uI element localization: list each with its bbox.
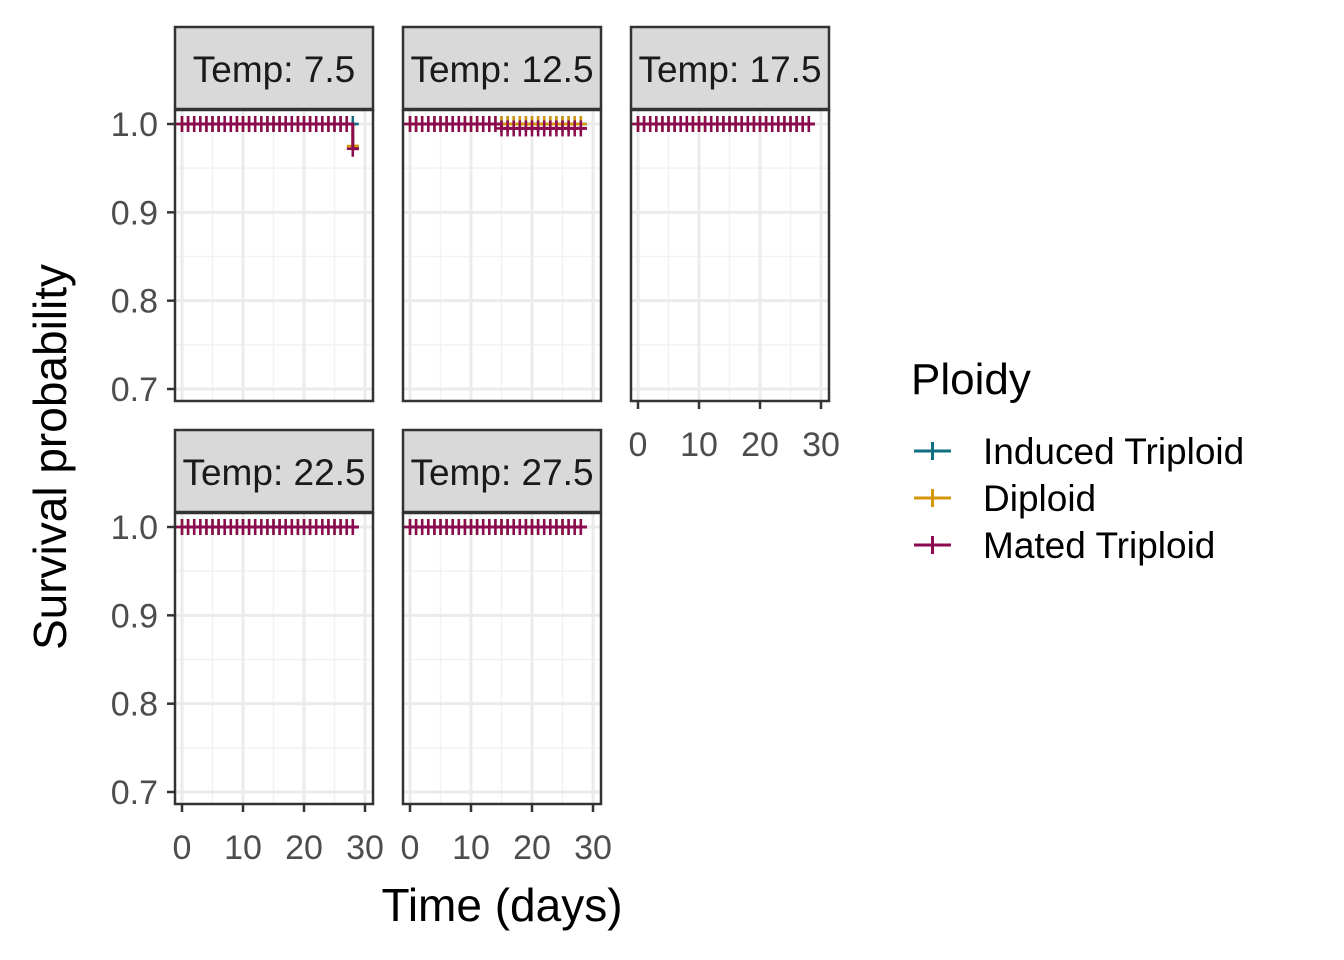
legend-item: Diploid	[914, 478, 1096, 519]
censor-mark	[489, 116, 502, 132]
legend-title: Ploidy	[911, 355, 1031, 404]
strip-background	[401, 428, 603, 514]
x-tick-label: 10	[224, 829, 262, 867]
x-tick-label: 10	[452, 829, 490, 867]
x-tick-label: 0	[401, 829, 420, 867]
censor-mark	[346, 519, 359, 535]
y-tick-label: 0.9	[111, 597, 158, 635]
legend-label: Mated Triploid	[983, 525, 1215, 566]
censor-mark	[340, 116, 353, 132]
legend-label: Diploid	[983, 478, 1096, 519]
x-tick-label: 30	[346, 829, 384, 867]
facet-panel: Temp: 17.5 0 10 20 30	[629, 25, 840, 464]
x-tick-label: 30	[574, 829, 612, 867]
strip-label: Temp: 22.5	[182, 452, 365, 493]
facet-strip: Temp: 17.5	[629, 25, 831, 111]
legend-label: Induced Triploid	[983, 431, 1244, 472]
y-tick-label: 0.7	[111, 774, 158, 812]
facet-panel: Temp: 7.5 0.7 0.8 0.9 1.0	[111, 25, 375, 409]
strip-label: Temp: 27.5	[410, 452, 593, 493]
facet-strip: Temp: 22.5	[173, 428, 375, 514]
x-tick-label: 10	[680, 426, 718, 464]
strip-background	[401, 25, 603, 111]
facet-panel: Temp: 22.5 0.7 0.8 0.9 1.0 0 10 20 30	[111, 428, 384, 867]
strip-label: Temp: 7.5	[193, 49, 355, 90]
y-tick-label: 0.8	[111, 686, 158, 724]
legend: Ploidy Induced Triploid Diploid Mated Trip…	[911, 355, 1244, 566]
x-tick-label: 0	[173, 829, 192, 867]
legend-items: Induced Triploid Diploid Mated Triploid	[914, 431, 1244, 566]
x-tick-label: 0	[629, 426, 648, 464]
facet-strip: Temp: 12.5	[401, 25, 603, 111]
y-tick-label: 0.8	[111, 283, 158, 321]
facet-panels: Temp: 7.5 0.7 0.8 0.9 1.0 Temp: 12.5 Temp: 17.…	[111, 25, 840, 867]
x-tick-label: 20	[741, 426, 779, 464]
y-axis-title: Survival probability	[24, 264, 76, 650]
censor-mark	[802, 116, 815, 132]
censor-mark	[574, 120, 587, 137]
y-tick-label: 0.9	[111, 194, 158, 232]
facet-panel: Temp: 27.5 0 10 20 30	[401, 428, 612, 867]
strip-background	[173, 25, 375, 111]
facet-strip: Temp: 7.5	[173, 25, 375, 111]
x-tick-label: 20	[513, 829, 551, 867]
legend-item: Induced Triploid	[914, 431, 1244, 472]
strip-background	[173, 428, 375, 514]
facet-strip: Temp: 27.5	[401, 428, 603, 514]
strip-label: Temp: 12.5	[410, 49, 593, 90]
strip-label: Temp: 17.5	[638, 49, 821, 90]
x-axis-title: Time (days)	[381, 879, 622, 931]
censor-mark	[574, 519, 587, 535]
x-tick-label: 20	[285, 829, 323, 867]
strip-background	[629, 25, 831, 111]
legend-item: Mated Triploid	[914, 525, 1215, 566]
censor-mark	[346, 140, 359, 157]
x-tick-label: 30	[802, 426, 840, 464]
y-tick-label: 1.0	[111, 509, 158, 547]
y-tick-label: 1.0	[111, 106, 158, 144]
facet-panel: Temp: 12.5	[401, 25, 603, 403]
y-tick-label: 0.7	[111, 371, 158, 409]
